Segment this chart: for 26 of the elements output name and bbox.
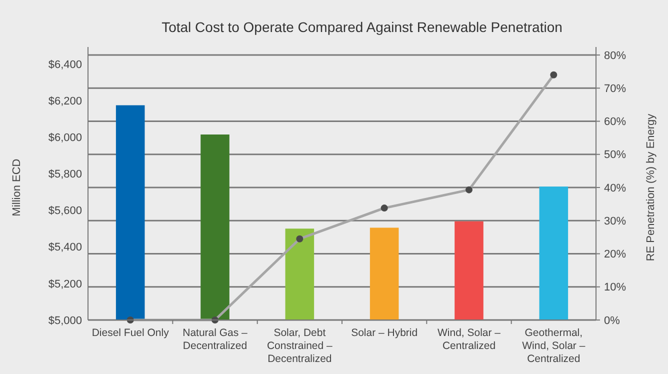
y2-tick-label: 80% (604, 50, 626, 62)
y-tick-label: $5,000 (48, 314, 82, 327)
y-tick-label: $5,200 (48, 278, 82, 290)
x-tick-label: Diesel Fuel Only (92, 327, 170, 339)
y-tick-label: $5,600 (48, 205, 82, 218)
y2-axis-title: RE Penetration (%) by Energy (645, 113, 657, 262)
y2-tick-label: 20% (604, 248, 626, 261)
x-tick-label: Natural Gas – Decentralized (182, 327, 248, 352)
y-tick-label: $6,200 (48, 96, 82, 108)
y-axis-title: Million ECD (11, 158, 23, 216)
x-tick-label: Solar – Hybrid (351, 327, 418, 339)
y2-tick-label: 50% (604, 149, 626, 162)
x-tick-label: Solar, Debt Constrained – Decentralized (266, 327, 333, 365)
x-tick-label: Wind, Solar – Centralized (437, 327, 501, 352)
y2-tick-label: 40% (604, 182, 626, 194)
y2-tick-label: 70% (604, 82, 626, 95)
y-tick-label: $6,000 (48, 132, 82, 144)
y2-tick-label: 0% (604, 314, 620, 327)
y-tick-label: $5,800 (48, 168, 82, 181)
y2-tick-label: 60% (604, 116, 626, 128)
y2-tick-label: 10% (604, 282, 626, 294)
y2-tick-label: 30% (604, 215, 626, 228)
x-tick-label: Geothermal, Wind, Solar – Centralized (522, 327, 586, 365)
chart-title: Total Cost to Operate Compared Against Renewable Penetration (162, 19, 562, 35)
y-tick-label: $6,400 (48, 58, 82, 71)
y-tick-label: $5,400 (48, 242, 82, 254)
